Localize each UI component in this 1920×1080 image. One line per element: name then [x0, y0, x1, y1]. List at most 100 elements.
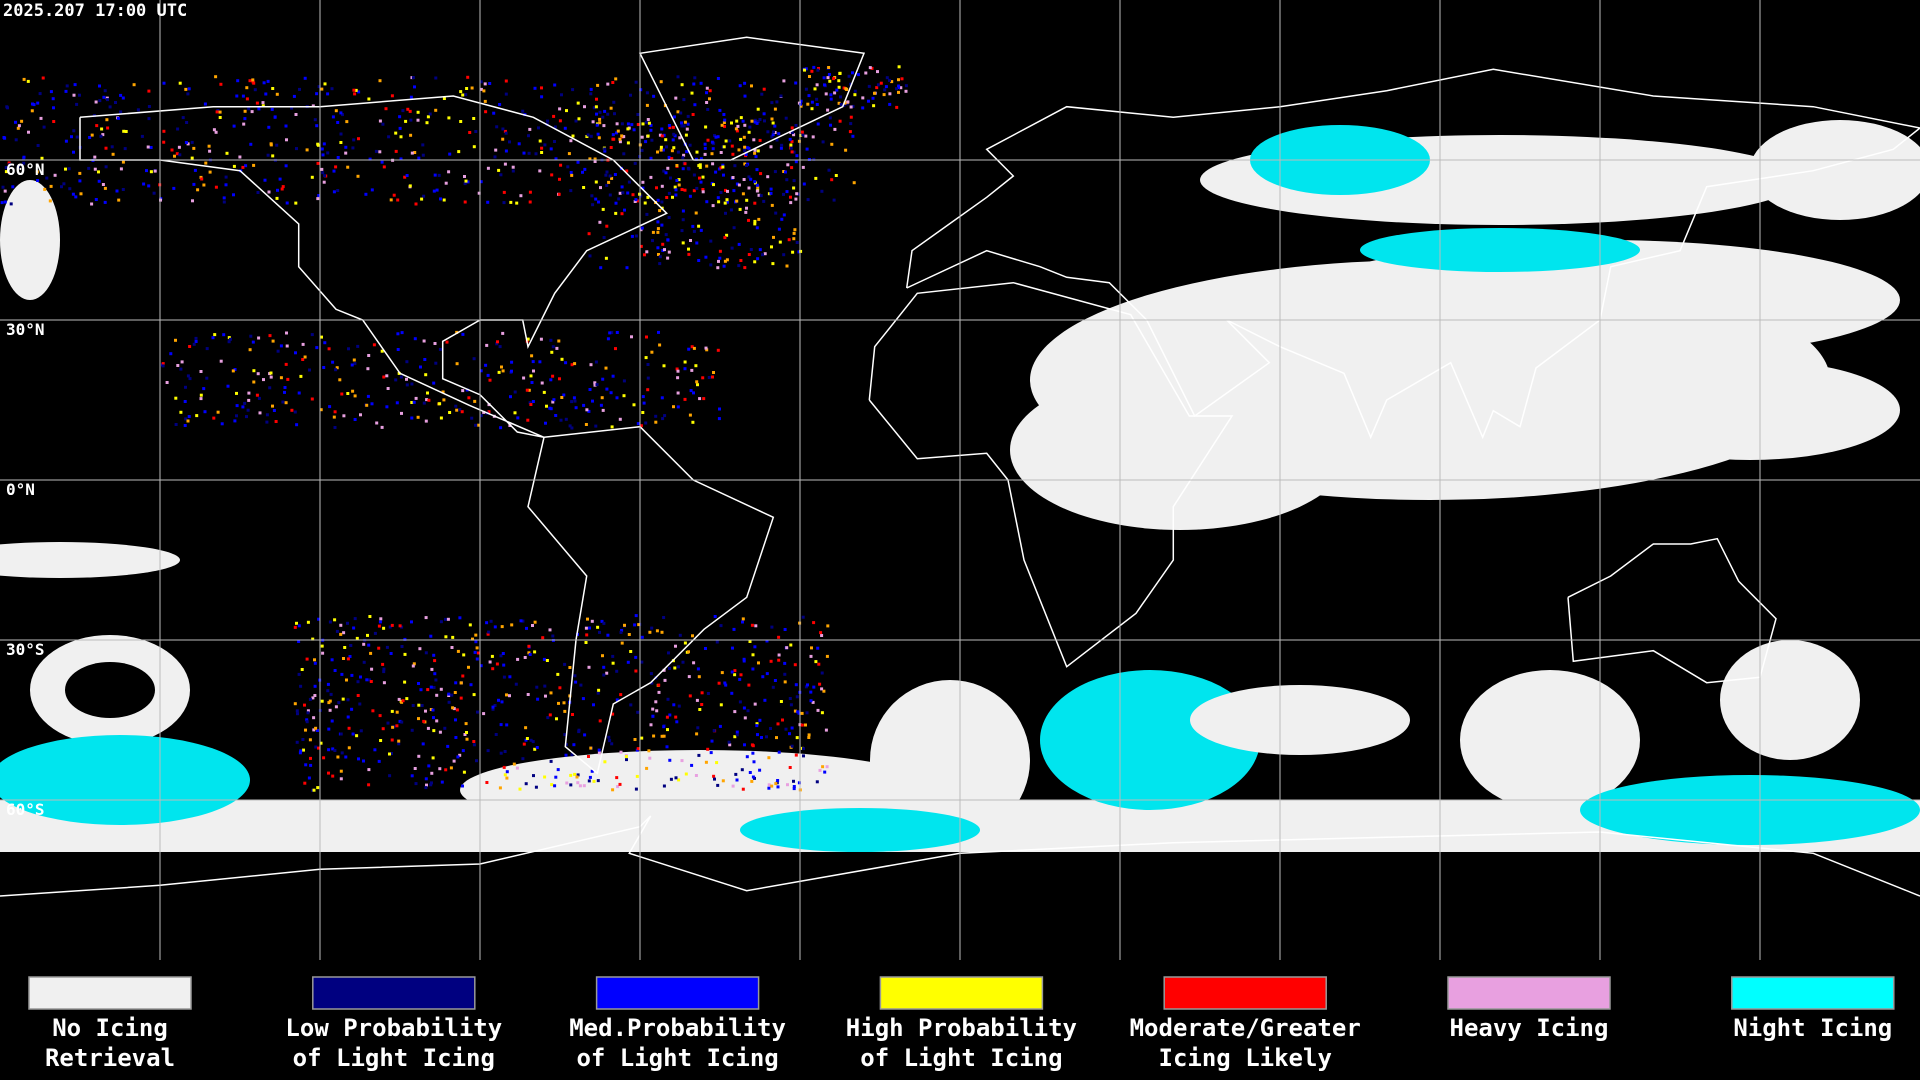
icing-speck [132, 83, 136, 87]
icing-speck [593, 381, 597, 385]
icing-speck [686, 122, 690, 126]
icing-speck [606, 337, 610, 341]
icing-speck [64, 139, 68, 143]
icing-speck [790, 140, 794, 144]
legend-label: No Icing [52, 1014, 168, 1042]
icing-speck [521, 619, 525, 623]
icing-speck [461, 332, 465, 336]
icing-speck [261, 104, 265, 108]
icing-speck [610, 176, 614, 180]
icing-speck [610, 425, 614, 429]
icing-speck [799, 99, 803, 103]
icing-speck [430, 667, 434, 671]
icing-speck [214, 185, 218, 189]
icing-specks [0, 65, 908, 792]
icing-speck [498, 345, 502, 349]
icing-speck [583, 167, 587, 171]
icing-speck [712, 729, 716, 733]
icing-speck [684, 133, 688, 137]
icing-speck [356, 680, 360, 684]
cloud [0, 180, 60, 300]
icing-speck [417, 703, 421, 707]
icing-speck [712, 371, 715, 374]
icing-speck [367, 783, 371, 787]
icing-speck [716, 135, 720, 139]
icing-speck [337, 701, 341, 705]
icing-speck [432, 716, 435, 720]
icing-speck [588, 254, 592, 258]
icing-speck [267, 190, 271, 194]
icing-speck [333, 426, 337, 429]
icing-speck [204, 161, 208, 165]
icing-speck [641, 186, 645, 190]
icing-speck [352, 138, 356, 142]
icing-speck [228, 337, 232, 341]
icing-speck [618, 140, 622, 144]
icing-speck [315, 346, 319, 350]
icing-speck [800, 130, 804, 134]
icing-speck [753, 645, 757, 649]
icing-speck [590, 619, 594, 623]
icing-speck [219, 82, 223, 86]
icing-speck [218, 110, 222, 114]
icing-speck [829, 93, 833, 97]
icing-speck [806, 198, 810, 202]
icing-speck [31, 102, 34, 106]
icing-speck [205, 347, 209, 351]
icing-speck [476, 710, 479, 714]
icing-speck [557, 192, 561, 196]
icing-speck [622, 394, 626, 398]
icing-speck [382, 681, 386, 685]
icing-speck [533, 650, 537, 654]
icing-speck [202, 183, 206, 187]
icing-speck [350, 673, 354, 677]
icing-speck [313, 694, 317, 697]
icing-speck [446, 744, 450, 748]
icing-speck [162, 140, 166, 144]
icing-speck [625, 758, 628, 762]
icing-speck [748, 771, 752, 774]
icing-speck [452, 759, 456, 763]
icing-speck [723, 236, 727, 240]
icing-speck [323, 341, 327, 345]
icing-speck [799, 104, 803, 108]
icing-speck [39, 116, 43, 120]
icing-speck [249, 142, 253, 146]
icing-speck [339, 777, 343, 781]
icing-speck [314, 745, 318, 749]
icing-speck [752, 760, 756, 764]
icing-speck [837, 101, 841, 105]
icing-speck [403, 175, 407, 179]
icing-speck [599, 266, 603, 270]
icing-speck [720, 123, 724, 127]
icing-speck [428, 112, 432, 116]
icing-speck [699, 180, 703, 184]
icing-speck [769, 191, 773, 195]
icing-speck [330, 719, 334, 723]
icing-speck [758, 138, 762, 142]
icing-speck [252, 369, 256, 373]
icing-speck [222, 200, 226, 204]
icing-speck [573, 362, 577, 366]
icing-speck [794, 197, 798, 201]
icing-speck [553, 140, 556, 143]
legend-swatch [1163, 976, 1327, 1010]
icing-speck [587, 755, 590, 758]
icing-speck [14, 120, 17, 124]
icing-speck [553, 83, 557, 87]
icing-speck [345, 120, 349, 124]
icing-speck [505, 723, 509, 727]
icing-speck [316, 161, 320, 165]
icing-speck [690, 763, 694, 767]
icing-speck [603, 147, 607, 151]
icing-speck [743, 94, 747, 98]
icing-speck [271, 87, 275, 90]
icing-speck [629, 650, 633, 653]
icing-speck [767, 783, 771, 787]
icing-speck [669, 176, 672, 180]
icing-speck [554, 775, 558, 779]
icing-speck [549, 691, 553, 695]
icing-speck [680, 188, 684, 191]
icing-speck [738, 677, 742, 681]
icing-speck [413, 151, 417, 154]
